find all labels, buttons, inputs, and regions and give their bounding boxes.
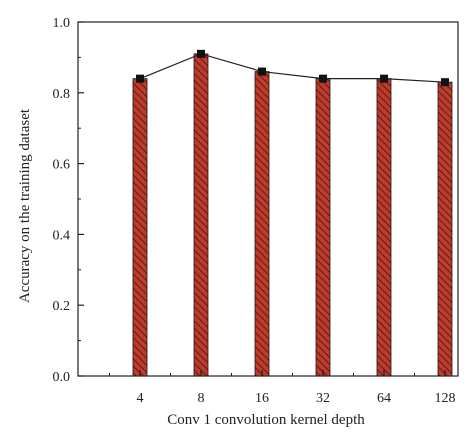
y-tick-label: 0.8 — [53, 87, 71, 102]
series-line — [139, 53, 446, 83]
marker-8 — [197, 49, 205, 58]
x-tick-label: 4 — [137, 391, 144, 406]
y-tick-label: 0.4 — [53, 228, 71, 243]
marker-16 — [258, 67, 266, 76]
bar-16 — [254, 71, 270, 377]
y-tick-label: 0.6 — [53, 158, 71, 173]
bar-128 — [437, 81, 453, 377]
x-tick-label: 8 — [198, 391, 205, 406]
bar-64 — [376, 78, 392, 377]
x-tick-label: 32 — [316, 391, 330, 406]
marker-64 — [380, 74, 388, 83]
x-tick-label: 16 — [255, 391, 269, 406]
axes-group: 0.0 0.2 0.4 0.6 0.8 1.0 4 8 16 32 64 128 — [53, 16, 456, 406]
bar-4 — [132, 78, 148, 377]
y-axis-label: Accuracy on the training dataset — [17, 108, 33, 303]
bar-32 — [315, 78, 331, 377]
bar-8 — [193, 53, 209, 377]
marker-32 — [319, 74, 327, 83]
x-axis-label: Conv 1 convolution kernel depth — [167, 412, 365, 428]
x-tick-label: 128 — [435, 391, 456, 406]
marker-128 — [441, 78, 449, 87]
y-tick-label: 0.2 — [53, 299, 71, 314]
line-overlay-group — [136, 49, 449, 87]
x-tick-label: 64 — [377, 391, 391, 406]
y-tick-label: 0.0 — [53, 370, 71, 385]
bars-group — [132, 53, 453, 377]
marker-4 — [136, 74, 144, 83]
y-tick-label: 1.0 — [53, 16, 71, 31]
